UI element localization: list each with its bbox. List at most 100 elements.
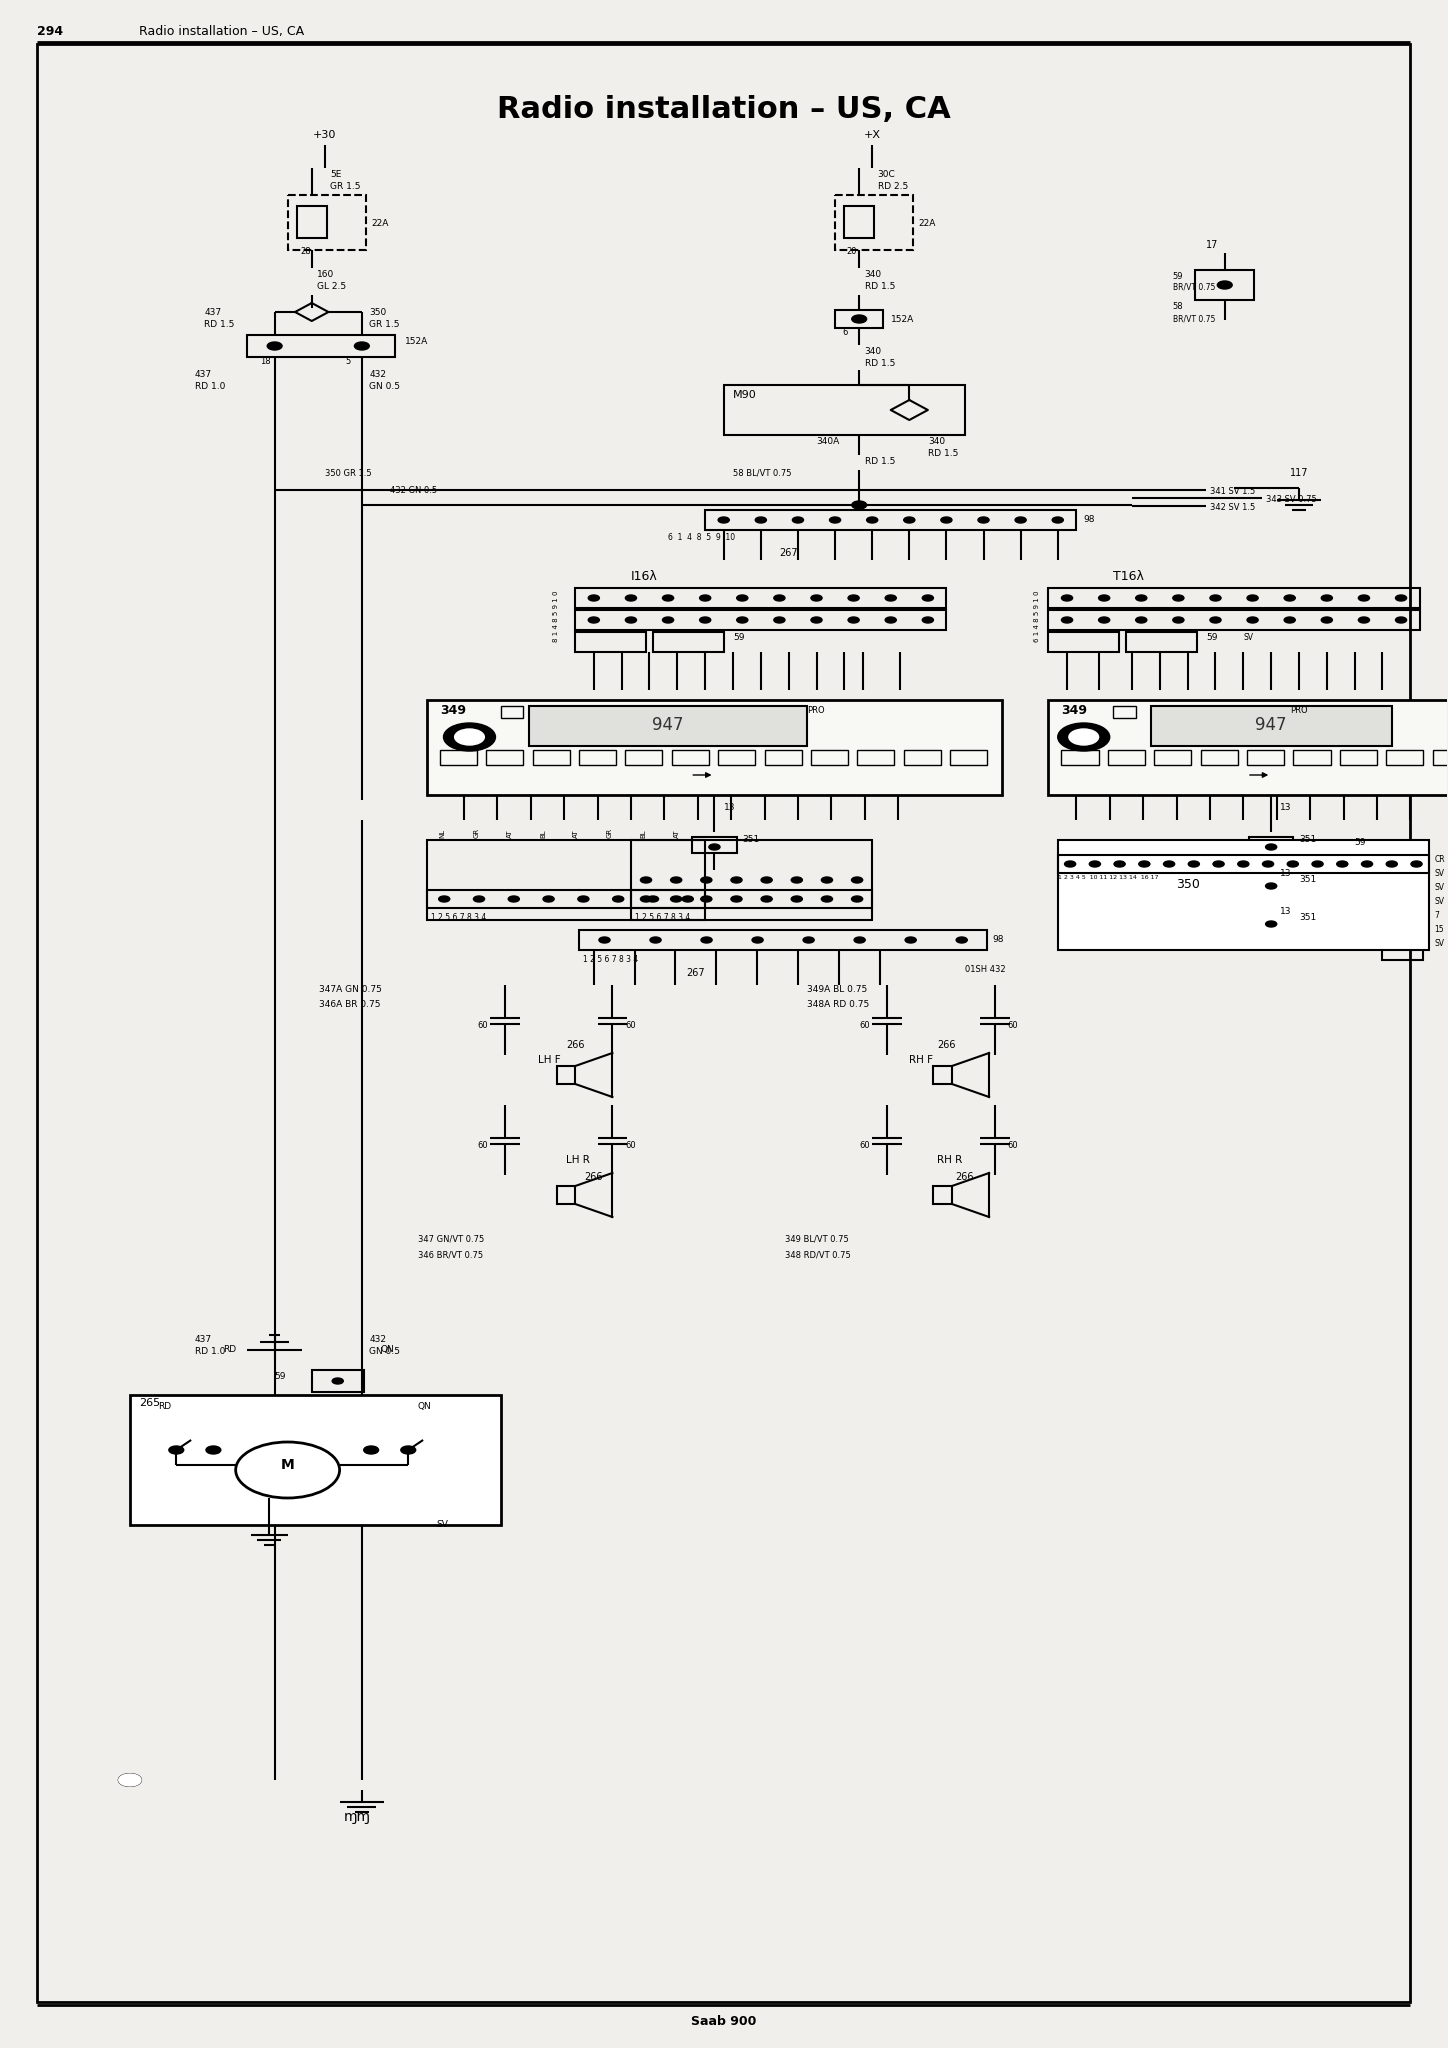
Bar xyxy=(575,588,947,608)
Circle shape xyxy=(355,342,369,350)
Bar xyxy=(427,700,1002,795)
Text: RD 2.5: RD 2.5 xyxy=(877,182,908,190)
Text: QN: QN xyxy=(381,1346,394,1354)
Circle shape xyxy=(626,616,637,623)
Text: 294: 294 xyxy=(38,25,64,39)
Text: 59: 59 xyxy=(1206,633,1218,641)
Circle shape xyxy=(866,516,877,522)
Circle shape xyxy=(710,844,720,850)
Text: GL 2.5: GL 2.5 xyxy=(317,283,346,291)
Text: 117: 117 xyxy=(1290,469,1308,477)
Text: 60: 60 xyxy=(626,1141,636,1149)
Bar xyxy=(1048,633,1119,651)
Circle shape xyxy=(791,897,802,901)
Bar xyxy=(835,309,883,328)
Bar xyxy=(631,840,872,920)
Text: 340: 340 xyxy=(928,436,946,446)
Circle shape xyxy=(578,897,589,901)
Text: 349: 349 xyxy=(1061,705,1087,717)
Text: 351: 351 xyxy=(743,836,760,844)
Circle shape xyxy=(762,897,772,901)
Circle shape xyxy=(1247,616,1258,623)
Text: BR/VT 0.75: BR/VT 0.75 xyxy=(1173,283,1215,293)
Bar xyxy=(288,195,365,250)
Text: RH R: RH R xyxy=(937,1155,963,1165)
Text: BL: BL xyxy=(540,829,546,838)
Bar xyxy=(692,838,737,854)
Text: 346 BR/VT 0.75: 346 BR/VT 0.75 xyxy=(417,1249,482,1260)
Text: 6 1 4 8 5 9 1 0: 6 1 4 8 5 9 1 0 xyxy=(1034,590,1040,641)
Circle shape xyxy=(1266,844,1277,850)
Text: 266: 266 xyxy=(585,1171,602,1182)
Text: 351: 351 xyxy=(1299,836,1316,844)
Circle shape xyxy=(1396,616,1406,623)
Circle shape xyxy=(1358,596,1370,600)
Circle shape xyxy=(640,877,652,883)
Circle shape xyxy=(762,877,772,883)
Circle shape xyxy=(977,516,989,522)
Circle shape xyxy=(1189,860,1199,866)
Text: LH F: LH F xyxy=(539,1055,560,1065)
Text: 266: 266 xyxy=(937,1040,956,1051)
Circle shape xyxy=(1238,860,1248,866)
Text: 265: 265 xyxy=(139,1399,161,1409)
Text: BR/VT 0.75: BR/VT 0.75 xyxy=(1173,313,1215,324)
Circle shape xyxy=(663,616,673,623)
Bar xyxy=(1200,750,1238,766)
Bar xyxy=(1248,838,1293,854)
Bar xyxy=(427,891,705,907)
Text: AT: AT xyxy=(673,829,679,838)
Circle shape xyxy=(1218,281,1232,289)
Circle shape xyxy=(849,616,859,623)
Circle shape xyxy=(1321,616,1332,623)
Bar xyxy=(835,195,914,250)
Text: 350: 350 xyxy=(369,307,387,317)
Circle shape xyxy=(670,897,682,901)
Bar xyxy=(672,750,710,766)
Text: 28: 28 xyxy=(301,248,311,256)
Circle shape xyxy=(1135,616,1147,623)
Bar xyxy=(1108,750,1145,766)
Circle shape xyxy=(1247,596,1258,600)
Text: +X: +X xyxy=(863,129,880,139)
Text: GR: GR xyxy=(473,827,479,838)
Text: RD: RD xyxy=(158,1403,171,1411)
Circle shape xyxy=(1211,616,1221,623)
Circle shape xyxy=(830,516,841,522)
Text: 342 SV 1.5: 342 SV 1.5 xyxy=(1211,504,1255,512)
Text: 7: 7 xyxy=(1435,911,1439,920)
Text: 15: 15 xyxy=(1435,926,1444,934)
Circle shape xyxy=(941,516,951,522)
Circle shape xyxy=(699,616,711,623)
Circle shape xyxy=(1099,596,1109,600)
Circle shape xyxy=(1164,860,1174,866)
Text: PRO: PRO xyxy=(1290,707,1308,715)
Bar xyxy=(1293,750,1331,766)
Bar xyxy=(579,930,988,950)
Text: 22A: 22A xyxy=(371,219,388,227)
Circle shape xyxy=(1263,860,1274,866)
Text: RD 1.5: RD 1.5 xyxy=(928,449,959,459)
Circle shape xyxy=(650,938,662,942)
Circle shape xyxy=(849,596,859,600)
Text: 20: 20 xyxy=(846,248,857,256)
Text: 947: 947 xyxy=(1255,717,1287,733)
Circle shape xyxy=(737,616,747,623)
Text: SV: SV xyxy=(1244,633,1254,641)
Bar xyxy=(950,750,988,766)
Circle shape xyxy=(1284,616,1296,623)
Bar xyxy=(934,1186,951,1204)
Text: 341 SV 1.5: 341 SV 1.5 xyxy=(1211,487,1255,496)
Circle shape xyxy=(1213,860,1224,866)
Text: 60: 60 xyxy=(626,1020,636,1030)
Circle shape xyxy=(731,877,741,883)
Bar xyxy=(705,510,1076,530)
Text: 346A BR 0.75: 346A BR 0.75 xyxy=(319,999,381,1010)
Circle shape xyxy=(1361,860,1373,866)
Text: RD 1.0: RD 1.0 xyxy=(195,1348,226,1356)
Text: 340A: 340A xyxy=(817,436,840,446)
Text: 13: 13 xyxy=(724,803,736,813)
Circle shape xyxy=(1358,616,1370,623)
Circle shape xyxy=(1410,860,1422,866)
Text: RH F: RH F xyxy=(909,1055,934,1065)
